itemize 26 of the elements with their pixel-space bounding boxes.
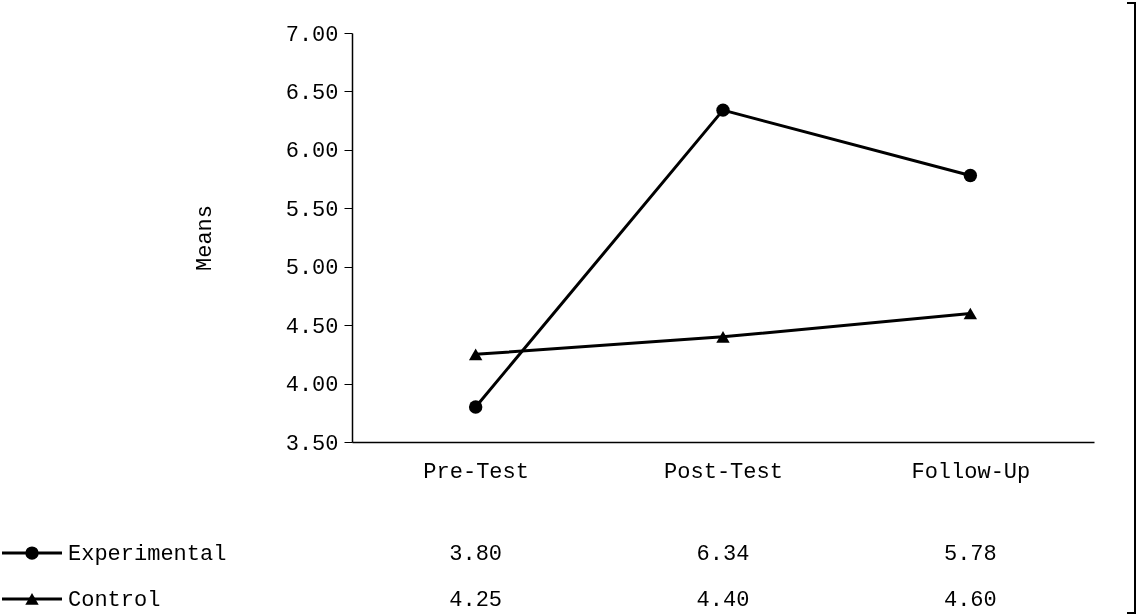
y-tick-label: 7.00: [285, 22, 339, 48]
y-tick-label: 4.00: [285, 373, 339, 399]
data-label: 4.40: [696, 587, 750, 613]
y-tick-label: 4.50: [285, 314, 339, 340]
point: [468, 348, 483, 361]
data-label: 4.25: [449, 587, 503, 613]
x-tick-label: Post-Test: [664, 459, 783, 485]
point: [468, 400, 483, 414]
point: [716, 331, 730, 343]
x-tick-label: Follow-Up: [911, 459, 1031, 485]
data-label: 4.60: [943, 587, 997, 613]
y-tick-label: 3.50: [285, 431, 339, 457]
y-axis-title: Means: [192, 204, 218, 272]
point: [716, 103, 730, 117]
y-tick-label: 6.50: [285, 80, 339, 106]
data-label: 5.78: [943, 542, 997, 568]
point: [963, 168, 978, 183]
y-tick-label: 5.00: [285, 256, 339, 282]
y-tick-label: 5.50: [285, 197, 339, 223]
y-tick-label: 6.00: [285, 139, 339, 165]
point: [963, 307, 978, 320]
legend-label: Control: [68, 587, 161, 613]
data-label: 3.80: [449, 542, 503, 568]
x-tick-label: Pre-Test: [423, 459, 529, 485]
legend-label: Experimental: [68, 542, 227, 568]
data-label: 6.34: [696, 542, 750, 568]
